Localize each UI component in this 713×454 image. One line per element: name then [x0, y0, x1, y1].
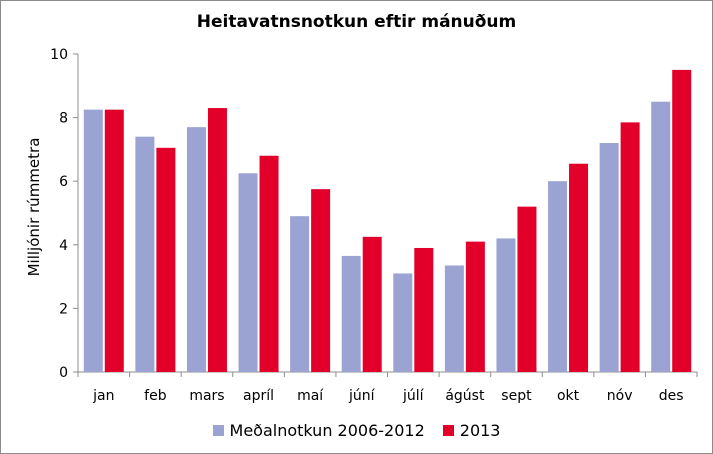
- bar-series-2-sept: [517, 206, 537, 372]
- x-tick-label: apríl: [243, 388, 274, 404]
- bar-series-2-feb: [156, 147, 176, 372]
- y-tick-label: 6: [59, 174, 68, 190]
- chart-title: Heitavatnsnotkun eftir mánuðum: [196, 12, 517, 32]
- bar-series-1-des: [651, 101, 671, 372]
- x-tick-label: jan: [92, 388, 114, 404]
- bar-series-1-mars: [186, 127, 206, 372]
- legend-item-series-2: 2013: [442, 421, 501, 440]
- bar-series-1-feb: [135, 136, 155, 372]
- bar-series-2-jan: [104, 109, 124, 373]
- bar-series-2-maí: [311, 189, 331, 372]
- y-tick-label: 4: [59, 238, 68, 254]
- bar-series-2-des: [672, 69, 692, 373]
- y-tick-label: 0: [59, 365, 68, 381]
- bar-series-1-sept: [496, 238, 516, 372]
- bar-series-1-nóv: [599, 143, 619, 372]
- legend-swatch-series-2: [442, 425, 454, 436]
- y-tick-label: 2: [59, 301, 68, 317]
- bar-series-2-mars: [207, 108, 227, 372]
- x-tick-label: maí: [297, 388, 324, 404]
- bar-series-1-júlí: [393, 273, 413, 372]
- bar-series-2-júlí: [414, 247, 434, 372]
- bar-series-1-maí: [290, 216, 310, 372]
- legend-label-series-1: Meðalnotkun 2006-2012: [229, 421, 425, 440]
- x-tick-label: okt: [557, 388, 580, 404]
- bar-series-1-jan: [83, 109, 103, 373]
- y-tick-label: 10: [50, 47, 68, 63]
- legend: Meðalnotkun 2006-2012 2013: [1, 421, 712, 440]
- legend-label-series-2: 2013: [459, 421, 501, 440]
- bar-series-2-nóv: [620, 122, 640, 373]
- bar-series-1-apríl: [238, 173, 258, 372]
- bar-series-2-okt: [569, 163, 589, 372]
- x-tick-label: júní: [348, 388, 376, 404]
- bar-series-2-apríl: [259, 155, 279, 372]
- legend-item-series-1: Meðalnotkun 2006-2012: [212, 421, 425, 440]
- bar-series-2-ágúst: [465, 241, 485, 372]
- bar-series-1-júní: [341, 255, 361, 372]
- x-tick-label: nóv: [607, 388, 633, 404]
- bar-series-2-júní: [362, 236, 382, 372]
- x-tick-label: feb: [144, 388, 167, 404]
- x-tick-label: ágúst: [445, 388, 485, 404]
- x-tick-label: júlí: [402, 388, 425, 404]
- bar-series-1-okt: [548, 181, 568, 372]
- x-tick-label: des: [659, 388, 684, 404]
- x-tick-label: mars: [189, 388, 224, 404]
- x-tick-label: sept: [501, 388, 532, 404]
- bar-series-1-ágúst: [444, 265, 464, 372]
- y-tick-label: 8: [59, 111, 68, 127]
- legend-swatch-series-1: [212, 425, 224, 436]
